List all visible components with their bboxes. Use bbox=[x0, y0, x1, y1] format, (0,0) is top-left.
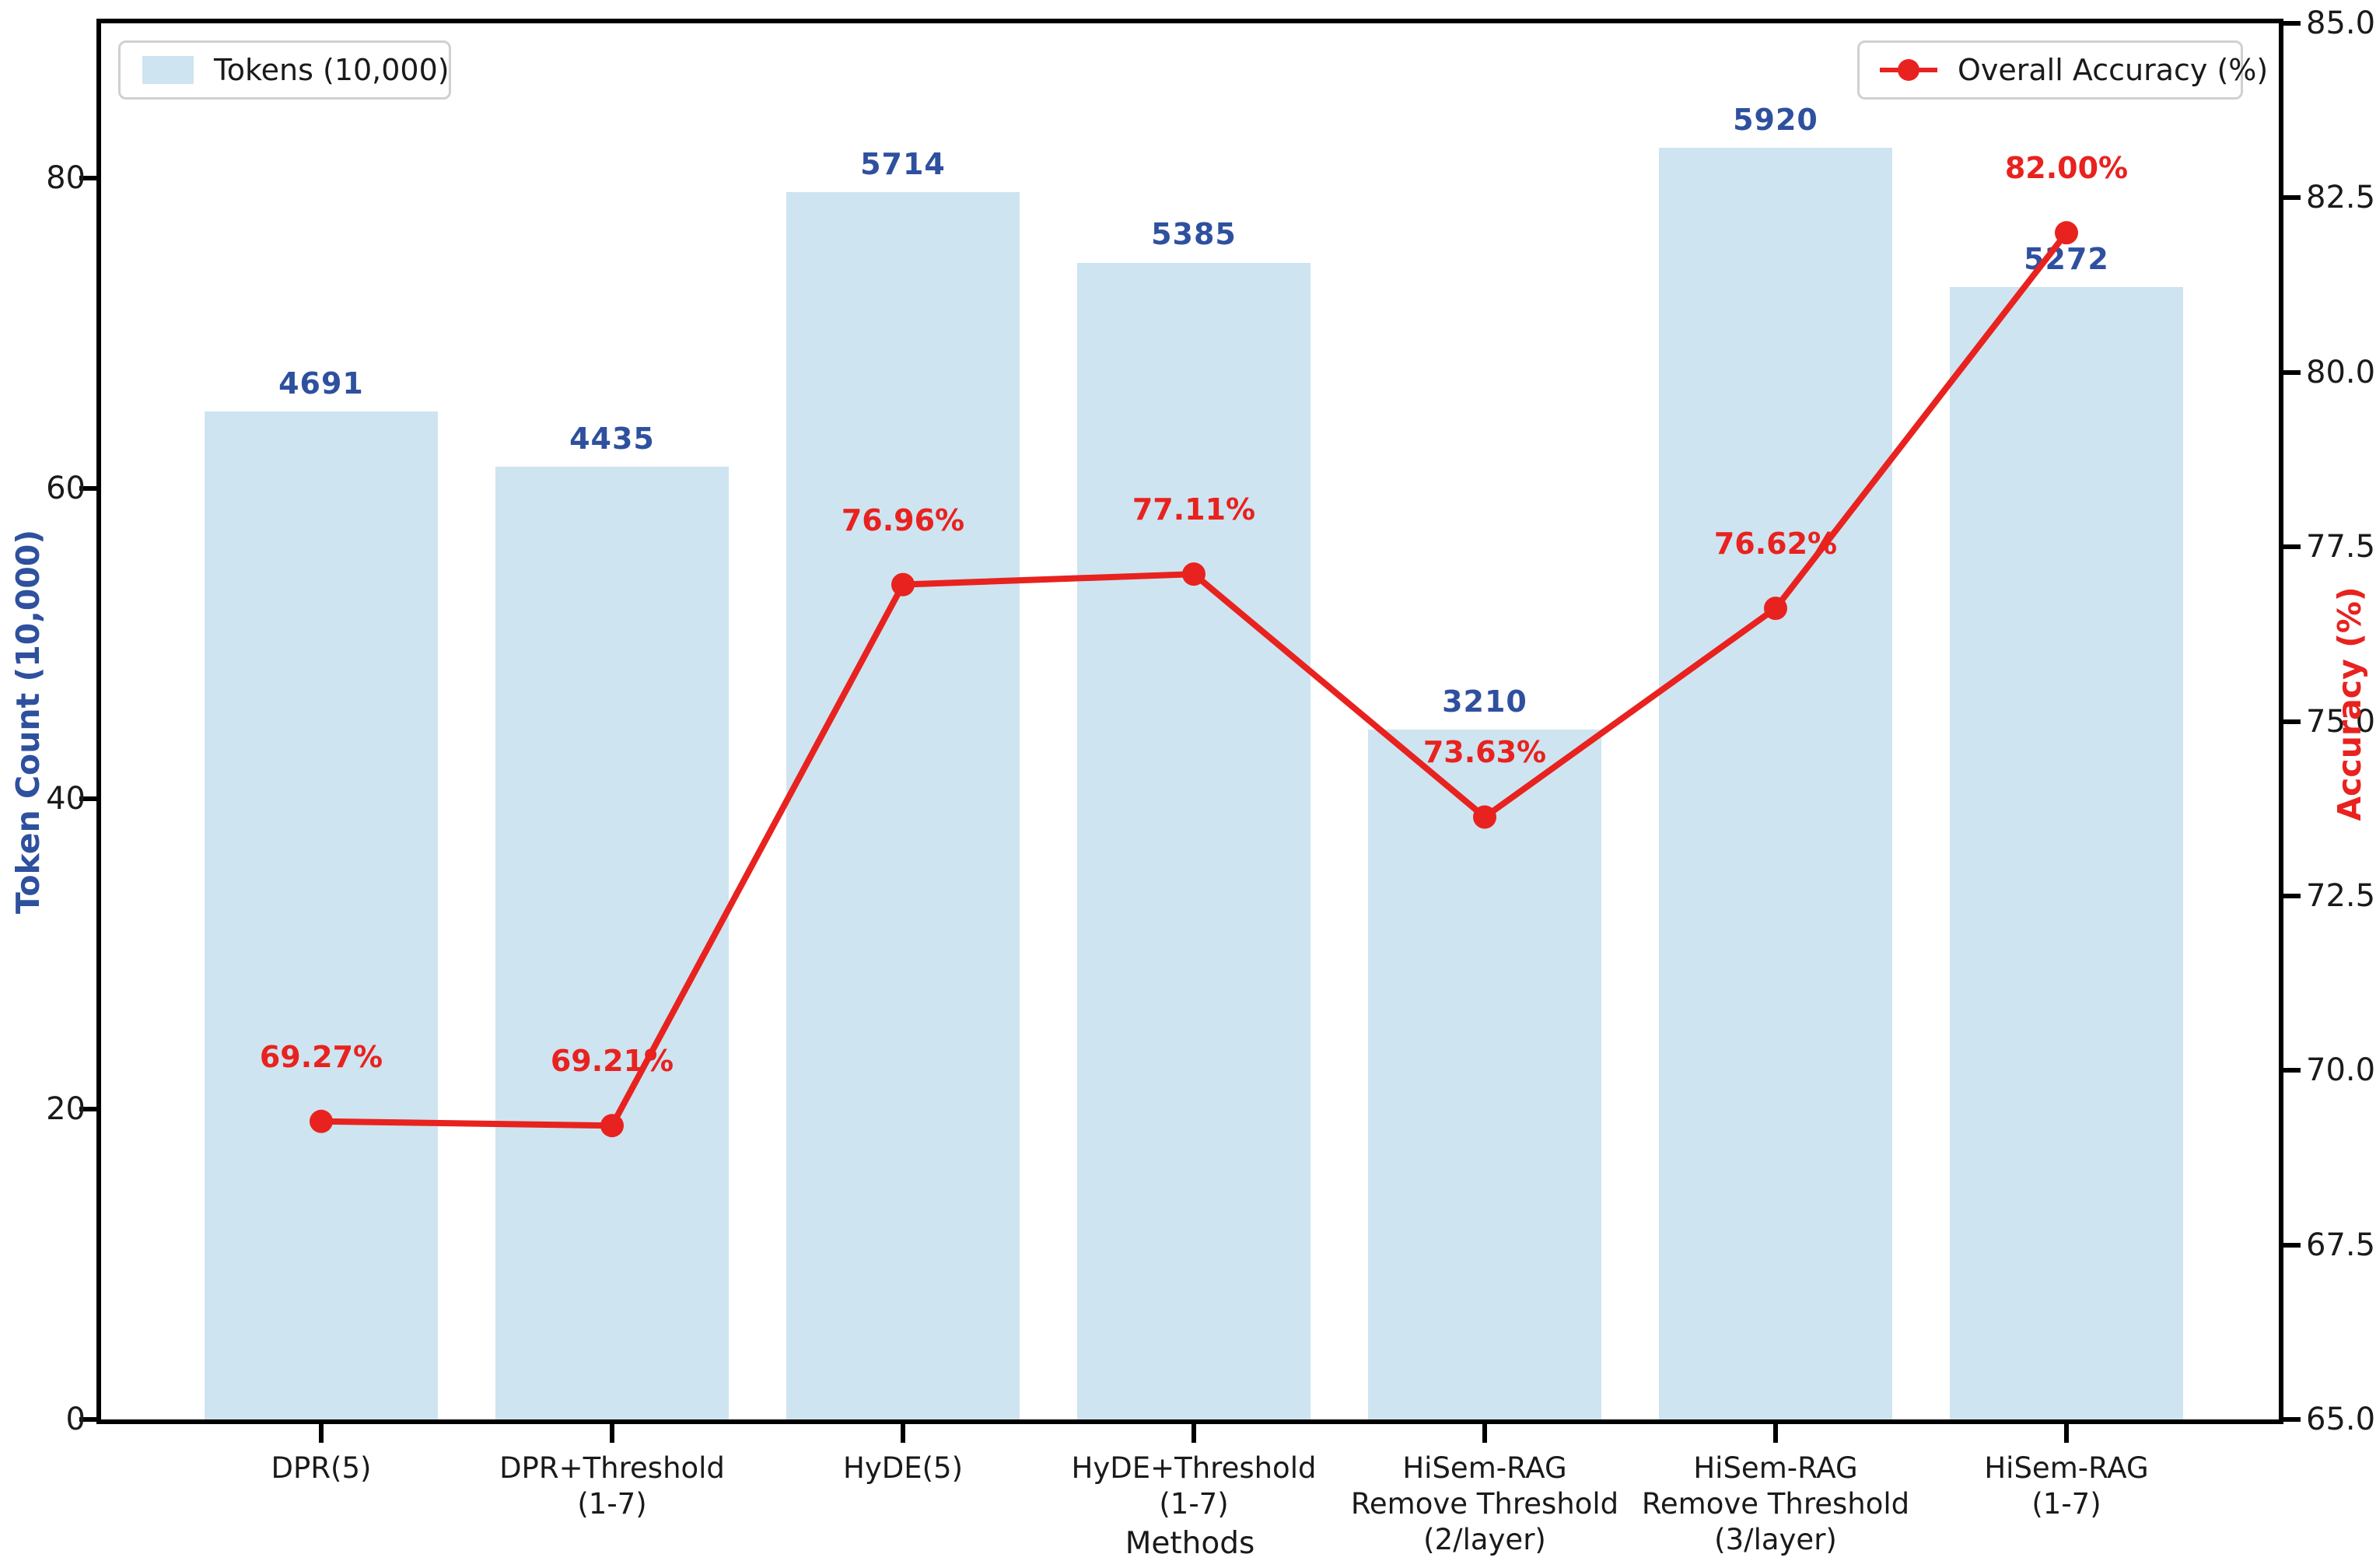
left-tick-label: 20 bbox=[46, 1091, 86, 1128]
bar-5 bbox=[1368, 730, 1601, 1419]
legend-tokens-label: Tokens (10,000) bbox=[214, 53, 450, 87]
right-tick-mark bbox=[2279, 893, 2301, 898]
right-tick-label: 65.0 bbox=[2306, 1402, 2376, 1437]
x-tick-mark bbox=[2064, 1424, 2069, 1443]
legend-accuracy: Overall Accuracy (%) bbox=[1857, 40, 2268, 100]
x-tick-mark bbox=[901, 1424, 905, 1443]
bar-4 bbox=[1077, 262, 1310, 1419]
line-dot-icon bbox=[1880, 59, 1937, 81]
x-tick-label-7: HiSem-RAG (1-7) bbox=[1903, 1451, 2230, 1522]
left-tick-label: 0 bbox=[65, 1402, 86, 1437]
accuracy-value-label: 76.62% bbox=[1713, 527, 1838, 562]
accuracy-value-label: 82.00% bbox=[2004, 151, 2129, 186]
right-axis-title: Accuracy (%) bbox=[2331, 586, 2368, 821]
left-tick-label: 80 bbox=[46, 160, 86, 197]
right-tick-label: 70.0 bbox=[2306, 1052, 2376, 1089]
x-axis-title: Methods bbox=[1125, 1526, 1255, 1561]
accuracy-point-6 bbox=[1764, 597, 1787, 621]
x-tick-label-line: HiSem-RAG bbox=[1693, 1451, 1858, 1485]
x-tick-label-line: DPR(5) bbox=[271, 1451, 372, 1485]
x-tick-label-3: HyDE(5) bbox=[740, 1451, 1066, 1486]
bar-value-label: 5920 bbox=[1733, 102, 1818, 137]
right-tick-mark bbox=[2279, 1242, 2301, 1248]
x-tick-mark bbox=[1191, 1424, 1196, 1443]
x-tick-mark bbox=[319, 1424, 324, 1443]
x-tick-mark bbox=[1773, 1424, 1778, 1443]
right-tick-label: 82.5 bbox=[2306, 180, 2376, 216]
bar-value-label: 5385 bbox=[1151, 217, 1237, 252]
x-tick-label-5: HiSem-RAG Remove Threshold (2/layer) bbox=[1321, 1451, 1648, 1558]
bar-3 bbox=[786, 191, 1020, 1419]
bar-value-label: 3210 bbox=[1442, 684, 1527, 719]
x-tick-label-2: DPR+Threshold (1-7) bbox=[449, 1451, 775, 1522]
right-tick-mark bbox=[2279, 195, 2301, 201]
accuracy-line-chart bbox=[310, 221, 2078, 1138]
bar-7 bbox=[1950, 286, 2183, 1419]
right-tick-label: 72.5 bbox=[2306, 877, 2376, 914]
accuracy-point-4 bbox=[1182, 562, 1205, 586]
x-tick-label-line: HiSem-RAG bbox=[1402, 1451, 1567, 1485]
x-tick-label-line: (1-7) bbox=[2031, 1487, 2101, 1521]
bar-value-label: 4435 bbox=[569, 421, 655, 456]
right-tick-mark bbox=[2279, 1068, 2301, 1073]
x-tick-label-6: HiSem-RAG Remove Threshold (3/layer) bbox=[1612, 1451, 1939, 1558]
x-tick-label-line: HiSem-RAG bbox=[1984, 1451, 2149, 1485]
left-axis-title: Token Count (10,000) bbox=[9, 529, 47, 915]
accuracy-point-5 bbox=[1473, 805, 1496, 829]
legend-accuracy-label: Overall Accuracy (%) bbox=[1958, 53, 2269, 87]
left-tick-label: 60 bbox=[46, 471, 86, 507]
plot-area: 4691 4435 5714 5385 3210 5920 5272 69.27% 69.21%… bbox=[46, 5, 2375, 1556]
accuracy-value-label: 76.96% bbox=[841, 502, 965, 537]
bar-2 bbox=[495, 466, 729, 1419]
x-tick-label-line: (3/layer) bbox=[1714, 1523, 1837, 1556]
x-tick-label-line: DPR+Threshold bbox=[499, 1451, 725, 1485]
x-tick-label-line: (2/layer) bbox=[1423, 1523, 1546, 1556]
right-tick-mark bbox=[2279, 21, 2301, 26]
x-tick-mark bbox=[610, 1424, 614, 1443]
right-tick-mark bbox=[2279, 369, 2301, 375]
right-tick-mark bbox=[2279, 1417, 2301, 1422]
right-tick-label: 77.5 bbox=[2306, 529, 2376, 565]
left-tick-mark bbox=[79, 1417, 101, 1422]
x-tick-label-line: Remove Threshold bbox=[1350, 1487, 1619, 1521]
right-tick-mark bbox=[2279, 719, 2301, 724]
accuracy-value-label: 73.63% bbox=[1422, 735, 1547, 770]
bar-swatch-icon bbox=[142, 56, 194, 84]
bar-value-label: 5714 bbox=[860, 146, 946, 181]
x-tick-label-line: HyDE(5) bbox=[843, 1451, 963, 1485]
right-tick-label: 85.0 bbox=[2306, 5, 2376, 41]
left-tick-mark bbox=[79, 796, 101, 802]
x-tick-label-1: DPR(5) bbox=[158, 1451, 485, 1486]
x-tick-label-line: HyDE+Threshold bbox=[1071, 1451, 1317, 1485]
x-tick-label-line: (1-7) bbox=[1159, 1487, 1229, 1521]
left-tick-mark bbox=[79, 176, 101, 181]
right-tick-label: 67.5 bbox=[2306, 1227, 2376, 1263]
right-tick-mark bbox=[2279, 544, 2301, 550]
left-tick-mark bbox=[79, 1107, 101, 1112]
bar-1 bbox=[205, 411, 438, 1419]
accuracy-point-7 bbox=[2055, 221, 2078, 245]
left-tick-mark bbox=[79, 486, 101, 492]
x-tick-label-line: (1-7) bbox=[577, 1487, 647, 1521]
accuracy-line bbox=[320, 230, 2070, 1129]
bar-6 bbox=[1659, 147, 1892, 1419]
accuracy-value-label: 69.21% bbox=[550, 1044, 674, 1079]
accuracy-point-2 bbox=[600, 1114, 624, 1138]
accuracy-value-label: 69.27% bbox=[259, 1039, 383, 1074]
left-tick-label: 40 bbox=[46, 781, 86, 817]
legend-tokens: Tokens (10,000) bbox=[118, 40, 451, 100]
x-tick-label-4: HyDE+Threshold (1-7) bbox=[1031, 1451, 1357, 1522]
accuracy-point-1 bbox=[310, 1109, 333, 1133]
x-tick-mark bbox=[1482, 1424, 1487, 1443]
x-tick-label-line: Remove Threshold bbox=[1641, 1487, 1910, 1521]
accuracy-value-label: 77.11% bbox=[1132, 492, 1256, 527]
right-tick-label: 80.0 bbox=[2306, 354, 2376, 390]
accuracy-point-3 bbox=[891, 572, 915, 597]
bar-value-label: 4691 bbox=[278, 366, 364, 401]
right-tick-label: 75.0 bbox=[2306, 703, 2376, 740]
